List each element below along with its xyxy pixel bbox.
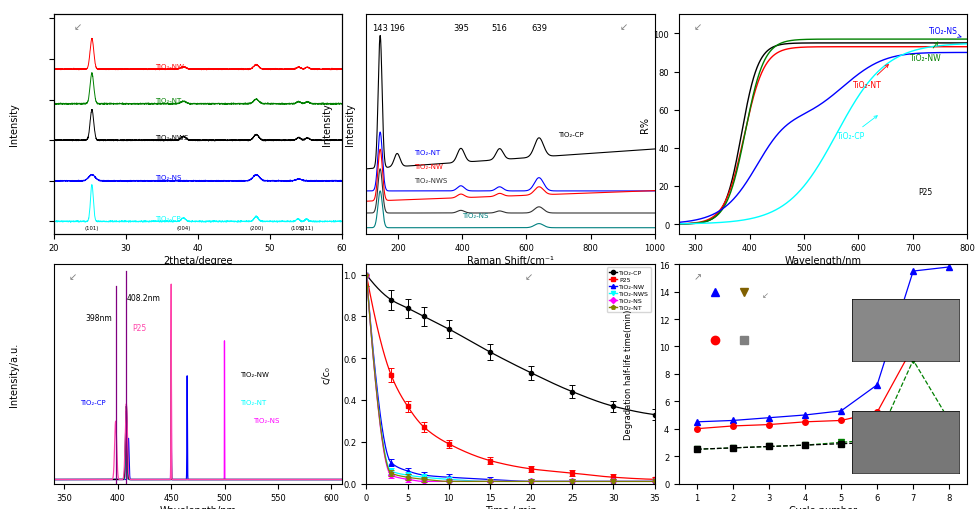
Line: TiO₂-NW: TiO₂-NW: [695, 265, 952, 425]
Text: ↙: ↙: [694, 22, 701, 32]
TiO₂-NW: [763, 415, 775, 421]
TiO₂-NS: [944, 341, 956, 347]
Text: 408.2nm: 408.2nm: [126, 294, 160, 302]
TiO₂-CP: [799, 442, 811, 448]
TiO₂-NW: [691, 419, 702, 425]
Text: (200): (200): [249, 225, 264, 231]
Text: TiO₂-NT: TiO₂-NT: [853, 65, 888, 90]
Legend: TiO₂-CP, P25, TiO₂-NW, TiO₂-NWS, TiO₂-NS, TiO₂-NT: TiO₂-CP, P25, TiO₂-NW, TiO₂-NWS, TiO₂-NS…: [607, 268, 652, 313]
TiO₂-NS: [908, 344, 919, 350]
Text: ↗: ↗: [694, 271, 701, 281]
Text: 398nm: 398nm: [86, 314, 112, 322]
TiO₂-CP: [727, 445, 739, 451]
Text: TiO₂-NS: TiO₂-NS: [253, 417, 279, 423]
TiO₂-NWS: [799, 442, 811, 448]
TiO₂-NWS: [727, 445, 739, 451]
TiO₂-NS: [763, 421, 775, 428]
Text: TiO₂-NT: TiO₂-NT: [414, 150, 441, 156]
Text: (004): (004): [176, 225, 191, 231]
Text: (105): (105): [291, 225, 305, 231]
TiO₂-NS: [691, 426, 702, 432]
Text: (101): (101): [85, 225, 99, 231]
TiO₂-NS: [871, 409, 883, 415]
TiO₂-NW: [835, 408, 847, 414]
Y-axis label: Intensity: Intensity: [9, 103, 20, 146]
TiO₂-NWS: [691, 446, 702, 453]
Y-axis label: Intensity: Intensity: [321, 103, 332, 146]
TiO₂-NW: [871, 382, 883, 388]
Text: P25: P25: [133, 323, 147, 332]
TiO₂-CP: [835, 441, 847, 447]
Y-axis label: Intensity/a.u.: Intensity/a.u.: [9, 342, 20, 406]
Text: TiO₂-CP: TiO₂-CP: [559, 132, 584, 138]
TiO₂-NW: [727, 417, 739, 423]
X-axis label: Cycle number: Cycle number: [789, 505, 857, 509]
Text: ↙: ↙: [68, 271, 76, 281]
Text: TiO₂-NWS: TiO₂-NWS: [414, 178, 447, 184]
Text: TiO₂-CP: TiO₂-CP: [154, 215, 180, 221]
TiO₂-NW: [908, 268, 919, 274]
TiO₂-NS: [727, 423, 739, 429]
TiO₂-CP: [871, 439, 883, 445]
Line: TiO₂-NS: TiO₂-NS: [695, 341, 952, 432]
TiO₂-CP: [763, 443, 775, 449]
Text: (211): (211): [300, 225, 314, 231]
X-axis label: Wavelength/nm: Wavelength/nm: [159, 505, 236, 509]
X-axis label: Raman Shift/cm⁻¹: Raman Shift/cm⁻¹: [467, 256, 554, 266]
Text: 143: 143: [372, 24, 388, 34]
TiO₂-NWS: [944, 417, 956, 423]
Text: TiO₂-NWS: TiO₂-NWS: [154, 134, 188, 140]
X-axis label: Wavelength/nm: Wavelength/nm: [785, 256, 862, 266]
Text: ↙: ↙: [620, 22, 628, 32]
Text: 516: 516: [491, 24, 507, 34]
X-axis label: Time / min: Time / min: [485, 505, 536, 509]
Text: ↙: ↙: [762, 291, 769, 299]
Text: 639: 639: [531, 24, 547, 34]
Text: TiO₂-NW: TiO₂-NW: [240, 371, 270, 377]
Text: TiO₂-NW: TiO₂-NW: [911, 43, 942, 63]
Line: TiO₂-NWS: TiO₂-NWS: [695, 358, 952, 452]
Text: ↙: ↙: [525, 271, 533, 281]
TiO₂-NWS: [871, 437, 883, 443]
Text: TiO₂-NW: TiO₂-NW: [414, 164, 444, 170]
TiO₂-NW: [944, 264, 956, 270]
Text: TiO₂-NT: TiO₂-NT: [154, 98, 181, 104]
Text: TiO₂-NS: TiO₂-NS: [462, 213, 488, 219]
Y-axis label: R%: R%: [640, 117, 651, 133]
Text: TiO₂-NW: TiO₂-NW: [154, 64, 184, 69]
Y-axis label: Degradation half-life time(min): Degradation half-life time(min): [624, 309, 633, 439]
Text: TiO₂-NT: TiO₂-NT: [240, 399, 267, 405]
Y-axis label: c/c₀: c/c₀: [321, 365, 332, 383]
Text: TiO₂-CP: TiO₂-CP: [836, 117, 877, 141]
Y-axis label: Intensity: Intensity: [345, 103, 355, 146]
Text: ↙: ↙: [74, 22, 82, 32]
Text: TiO₂-NS: TiO₂-NS: [929, 27, 961, 38]
TiO₂-CP: [944, 426, 956, 432]
TiO₂-NS: [799, 419, 811, 425]
TiO₂-CP: [908, 429, 919, 435]
TiO₂-NWS: [835, 439, 847, 445]
Line: TiO₂-CP: TiO₂-CP: [695, 426, 952, 452]
X-axis label: 2theta/degree: 2theta/degree: [163, 256, 233, 266]
TiO₂-NW: [799, 412, 811, 418]
TiO₂-NWS: [908, 357, 919, 363]
Text: 395: 395: [453, 24, 469, 34]
Text: TiO₂-CP: TiO₂-CP: [80, 399, 106, 405]
TiO₂-CP: [691, 446, 702, 453]
Text: 196: 196: [389, 24, 405, 34]
TiO₂-NS: [835, 417, 847, 423]
Text: TiO₂-NS: TiO₂-NS: [154, 175, 181, 181]
Text: P25: P25: [918, 187, 932, 196]
TiO₂-NWS: [763, 443, 775, 449]
